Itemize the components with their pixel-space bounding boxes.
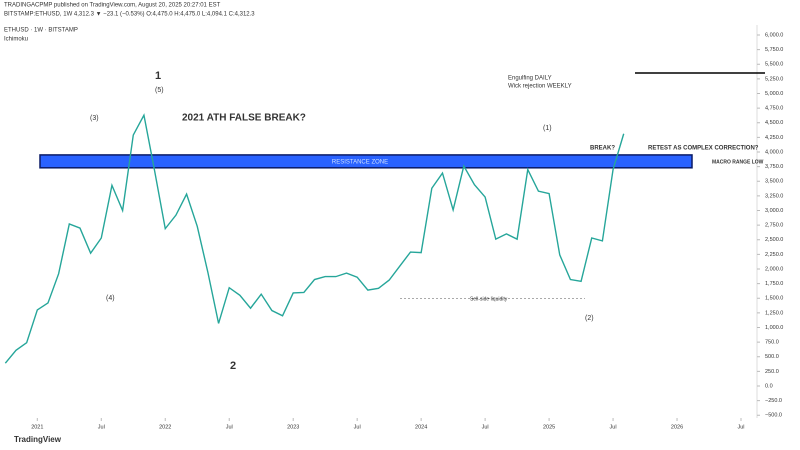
symbol-line: BITSTAMP:ETHUSD, 1W 4,312.3 ▼ −23.1 (−0.… <box>4 12 255 18</box>
annotation: (1) <box>543 125 552 132</box>
x-tick-label: Jul <box>354 424 361 430</box>
resistance-zone <box>39 154 693 169</box>
price-line <box>4 113 625 364</box>
y-tick-label: 2,750.0 <box>765 223 783 229</box>
y-tick-label: −500.0 <box>765 413 782 419</box>
y-tick-label: −250.0 <box>765 398 782 404</box>
x-tick-label: 2024 <box>415 424 427 430</box>
x-tick-label: 2026 <box>671 424 683 430</box>
x-tick-label: 2025 <box>543 424 555 430</box>
x-tick-label: 2022 <box>159 424 171 430</box>
y-tick-label: 750.0 <box>765 340 779 346</box>
annotation: Engulfing DAILY <box>508 76 552 82</box>
y-tick-label: 250.0 <box>765 369 779 375</box>
annotation: (4) <box>106 295 115 302</box>
y-tick-label: 2,500.0 <box>765 237 783 243</box>
x-tick-label: Jul <box>737 424 744 430</box>
y-tick-label: 5,750.0 <box>765 47 783 53</box>
annotation: (3) <box>90 115 99 122</box>
annotation: BREAK? <box>590 146 615 152</box>
annotation: 2021 ATH FALSE BREAK? <box>182 113 306 124</box>
y-tick-label: 3,500.0 <box>765 179 783 185</box>
y-tick-label: 1,750.0 <box>765 281 783 287</box>
annotation: 0.618 <box>170 143 183 149</box>
y-tick-label: 5,500.0 <box>765 62 783 68</box>
annotation: MACRO RANGE LOW <box>712 159 764 165</box>
y-tick-label: 2,000.0 <box>765 266 783 272</box>
x-tick-label: Jul <box>98 424 105 430</box>
y-tick-label: 1,000.0 <box>765 325 783 331</box>
y-tick-label: 4,000.0 <box>765 149 783 155</box>
y-tick-label: 5,000.0 <box>765 91 783 97</box>
chart-title: ETHUSD · 1W · BITSTAMP <box>4 28 78 34</box>
x-tick-label: Jul <box>482 424 489 430</box>
annotation: Wick rejection WEEKLY <box>508 84 572 90</box>
y-tick-label: 4,500.0 <box>765 120 783 126</box>
y-tick-label: 1,250.0 <box>765 310 783 316</box>
annotation: RETEST AS COMPLEX CORRECTION? <box>648 146 759 152</box>
annotation: RESISTANCE ZONE <box>332 160 388 166</box>
y-tick-label: 2,250.0 <box>765 252 783 258</box>
annotation: 1 <box>155 70 161 82</box>
x-tick-label: 2021 <box>31 424 43 430</box>
y-tick-label: 6,000.0 <box>765 32 783 38</box>
x-tick-label: 2023 <box>287 424 299 430</box>
y-tick-label: 5,250.0 <box>765 76 783 82</box>
y-tick-label: 1,500.0 <box>765 296 783 302</box>
footer: TradingView <box>14 435 62 444</box>
y-tick-label: 3,000.0 <box>765 208 783 214</box>
annotation: (2) <box>585 315 594 322</box>
y-tick-label: 500.0 <box>765 354 779 360</box>
header: TRADINGACPMP published on TradingView.co… <box>4 3 221 9</box>
x-tick-label: Jul <box>226 424 233 430</box>
x-tick-label: Jul <box>610 424 617 430</box>
annotation: Sell-side liquidity <box>470 296 508 302</box>
y-tick-label: 4,250.0 <box>765 135 783 141</box>
y-tick-label: 4,750.0 <box>765 106 783 112</box>
y-tick-label: 3,250.0 <box>765 193 783 199</box>
annotation: (5) <box>155 87 164 94</box>
y-tick-label: 0.0 <box>765 383 773 389</box>
subtitle: Ichimoku <box>4 37 28 43</box>
y-tick-label: 3,750.0 <box>765 164 783 170</box>
annotation: 2 <box>230 360 236 372</box>
